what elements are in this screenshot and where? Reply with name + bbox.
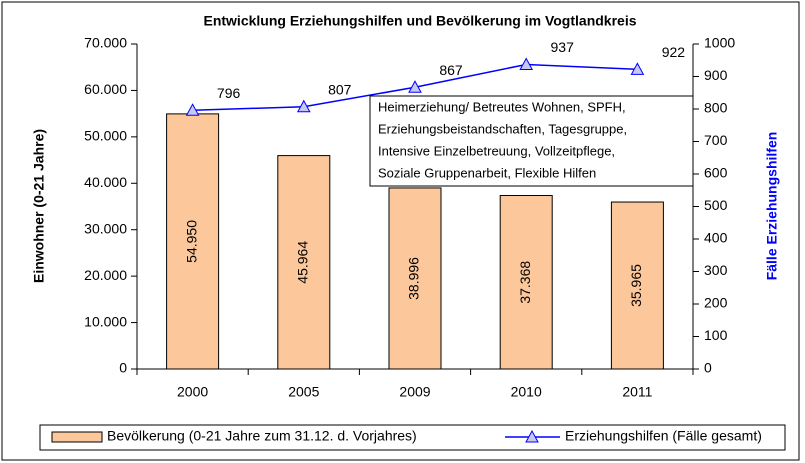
legend-box bbox=[39, 424, 786, 451]
bar bbox=[499, 195, 553, 370]
line-marker bbox=[296, 99, 311, 113]
annotation-text: Heimerziehung/ Betreutes Wohnen, SPFH, bbox=[378, 99, 626, 114]
x-tick-label: 2005 bbox=[288, 384, 319, 400]
y2-tick-label: 500 bbox=[704, 197, 728, 213]
y-tick-label: 0 bbox=[119, 360, 127, 376]
annotation-box bbox=[369, 95, 694, 187]
annotation-text: Intensive Einzelbetreuung, Vollzeitpfleg… bbox=[378, 143, 615, 158]
bar bbox=[610, 201, 664, 370]
legend-swatch bbox=[51, 431, 103, 443]
y-tick-label: 20.000 bbox=[84, 267, 127, 283]
annotation-text: Erziehungsbeistandschaften, Tagesgruppe, bbox=[378, 121, 627, 136]
x-tick-label: 2009 bbox=[399, 384, 430, 400]
point-value-label: 796 bbox=[217, 85, 241, 101]
annotation-text: Soziale Gruppenarbeit, Flexible Hilfen bbox=[378, 165, 596, 180]
y2-tick-label: 100 bbox=[704, 327, 728, 343]
point-value-label: 922 bbox=[662, 44, 686, 60]
x-tick-label: 2011 bbox=[622, 384, 652, 400]
bar-value-label: 37.368 bbox=[517, 261, 533, 304]
legend-label: Bevölkerung (0-21 Jahre zum 31.12. d. Vo… bbox=[107, 428, 417, 444]
line-marker bbox=[185, 103, 200, 116]
y2-tick-label: 900 bbox=[704, 67, 728, 83]
y2-tick-label: 1000 bbox=[704, 35, 735, 51]
x-tick-label: 2010 bbox=[511, 384, 542, 400]
legend-marker bbox=[525, 429, 539, 443]
legend-label: Erziehungshilfen (Fälle gesamt) bbox=[565, 428, 762, 444]
y2-axis-label: Fälle Erziehungshilfen bbox=[764, 132, 780, 281]
line-marker bbox=[519, 57, 534, 70]
y-tick-label: 10.000 bbox=[84, 313, 127, 329]
y-tick-label: 40.000 bbox=[84, 174, 127, 190]
point-value-label: 807 bbox=[328, 81, 352, 97]
bar-value-label: 45.964 bbox=[295, 241, 311, 284]
bar bbox=[388, 187, 442, 370]
y2-tick-label: 200 bbox=[704, 295, 728, 311]
x-tick-label: 2000 bbox=[177, 384, 208, 400]
y-tick-label: 30.000 bbox=[84, 220, 127, 236]
y2-tick-label: 800 bbox=[704, 100, 728, 116]
y-tick-label: 50.000 bbox=[84, 128, 127, 144]
y2-tick-label: 0 bbox=[704, 360, 712, 376]
y2-tick-label: 600 bbox=[704, 165, 728, 181]
bar-value-label: 54.950 bbox=[183, 220, 199, 263]
point-value-label: 937 bbox=[551, 39, 575, 55]
chart-title: Entwicklung Erziehungshilfen und Bevölke… bbox=[203, 13, 636, 29]
bar bbox=[277, 155, 331, 370]
bar-value-label: 38.996 bbox=[406, 257, 422, 300]
y2-tick-label: 400 bbox=[704, 230, 728, 246]
line-marker bbox=[408, 80, 422, 93]
y2-tick-label: 300 bbox=[704, 262, 728, 278]
y-tick-label: 60.000 bbox=[84, 81, 127, 97]
y-axis-label: Einwohner (0-21 Jahre) bbox=[31, 129, 47, 283]
bar-value-label: 35.965 bbox=[628, 264, 644, 307]
point-value-label: 867 bbox=[439, 62, 463, 78]
y-tick-label: 70.000 bbox=[84, 35, 127, 51]
line-marker bbox=[630, 62, 645, 75]
y2-tick-label: 700 bbox=[704, 132, 728, 148]
